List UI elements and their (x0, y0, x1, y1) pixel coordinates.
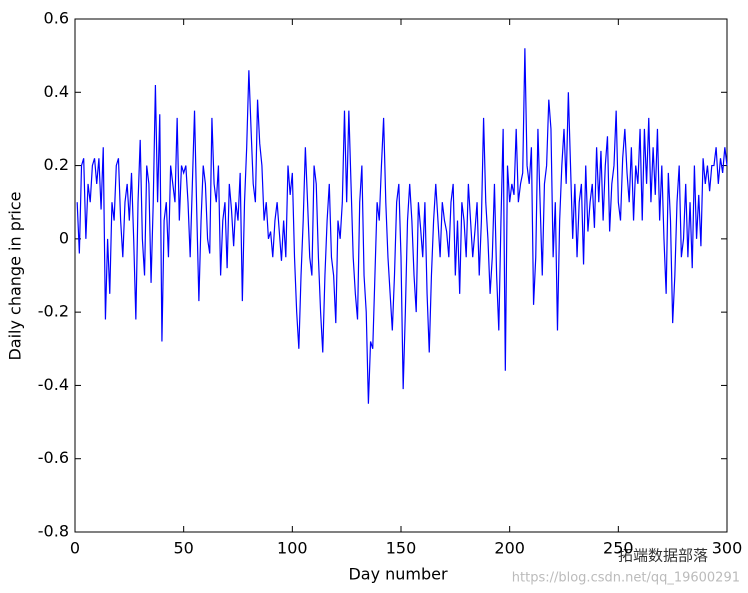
y-tick-label: 0.6 (44, 9, 69, 28)
x-tick-label: 50 (173, 539, 193, 558)
x-tick-label: 200 (494, 539, 525, 558)
watermark: 拓端数据部落 (618, 547, 708, 565)
x-tick-label: 250 (603, 539, 634, 558)
x-tick-label: 300 (712, 539, 743, 558)
watermark-url: https://blog.csdn.net/qq_19600291 (512, 571, 740, 586)
y-tick-label: 0.2 (44, 155, 69, 174)
x-tick-label: 100 (277, 539, 308, 558)
y-tick-label: -0.4 (38, 375, 69, 394)
y-axis-label: Daily change in price (6, 191, 25, 360)
y-tick-label: 0 (59, 228, 69, 247)
y-tick-label: -0.2 (38, 302, 69, 321)
x-axis-label: Day number (348, 565, 448, 584)
y-tick-label: -0.8 (38, 522, 69, 541)
price-line (76, 48, 728, 404)
y-tick-label: -0.6 (38, 448, 69, 467)
x-tick-label: 150 (386, 539, 417, 558)
y-tick-label: 0.4 (44, 82, 69, 101)
x-tick-label: 0 (70, 539, 80, 558)
